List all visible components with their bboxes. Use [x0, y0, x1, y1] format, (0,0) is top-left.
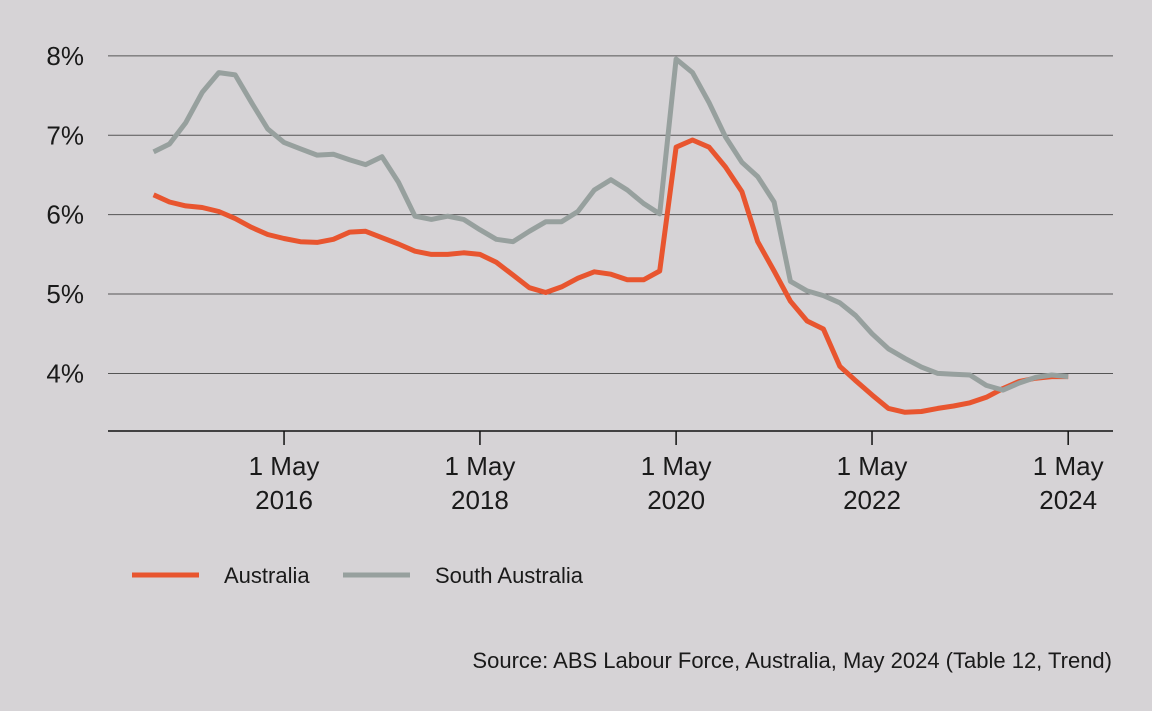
series-line	[152, 56, 1069, 393]
x-tick-label-line: 2024	[1039, 485, 1097, 515]
legend-label: South Australia	[435, 563, 584, 588]
x-tick-label: 1 May 2020	[641, 451, 712, 515]
y-tick-label: 8%	[46, 41, 84, 71]
y-tick-label: 5%	[46, 279, 84, 309]
x-tick-label: 1 May 2022	[837, 451, 908, 515]
legend-label: Australia	[224, 563, 310, 588]
x-tick-label-line: 2022	[843, 485, 901, 515]
y-tick-label: 4%	[46, 358, 84, 388]
x-tick-label-line: 2020	[647, 485, 705, 515]
x-tick-label-line: 1 May	[641, 451, 712, 481]
series-line	[152, 137, 1069, 415]
x-tick-label-line: 2016	[255, 485, 313, 515]
x-tick-label-line: 1 May	[837, 451, 908, 481]
x-tick-label: 1 May 2016	[249, 451, 320, 515]
x-tick-label-line: 1 May	[249, 451, 320, 481]
x-tick-label-line: 2018	[451, 485, 509, 515]
x-tick-label: 1 May 2018	[445, 451, 516, 515]
y-tick-label: 7%	[46, 120, 84, 150]
x-tick-label-line: 1 May	[445, 451, 516, 481]
source-note: Source: ABS Labour Force, Australia, May…	[472, 648, 1112, 673]
y-tick-label: 6%	[46, 200, 84, 230]
x-tick-label-line: 1 May	[1033, 451, 1104, 481]
x-tick-label: 1 May 2024	[1033, 451, 1104, 515]
